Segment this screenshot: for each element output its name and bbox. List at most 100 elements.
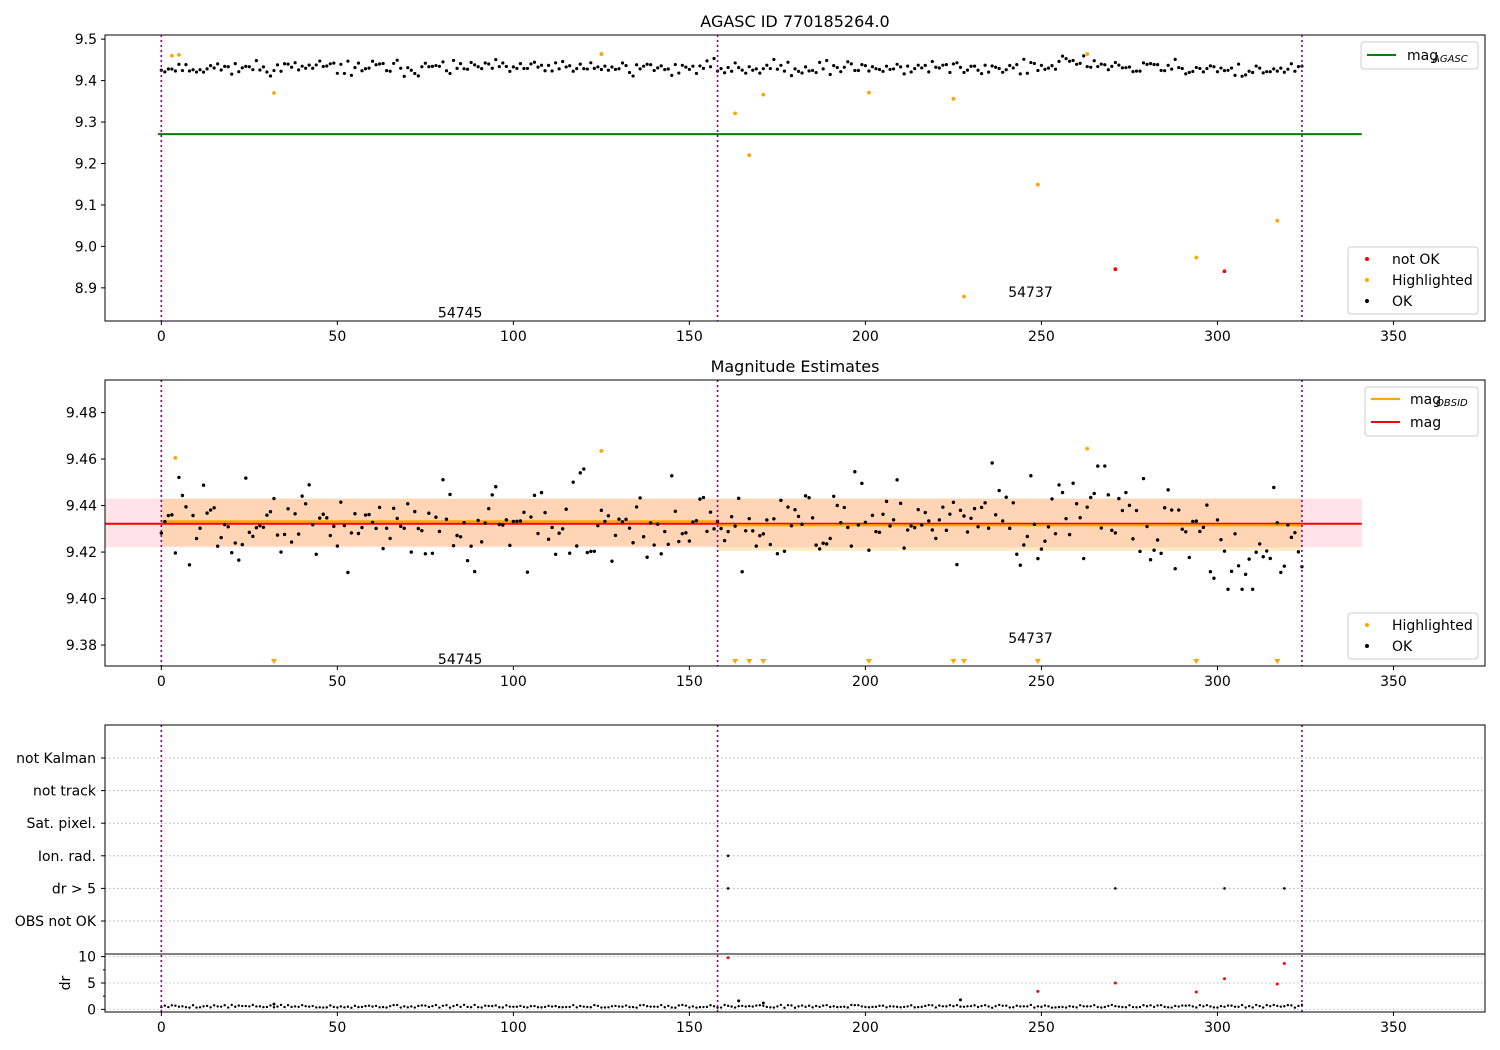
dr-point: [283, 1005, 286, 1009]
ok-point: [321, 64, 325, 69]
ok-point: [194, 70, 199, 74]
ok-point: [993, 513, 998, 517]
ok-point: [173, 69, 178, 73]
dr-point: [1156, 1004, 1159, 1007]
ok-point: [1092, 59, 1096, 63]
flag-point: [1283, 887, 1286, 890]
ok-point: [934, 65, 938, 69]
ok-point: [1071, 58, 1075, 63]
ok-point: [1240, 74, 1244, 78]
ok-point: [666, 542, 670, 546]
ok-point: [730, 69, 734, 73]
dr-point: [469, 1005, 473, 1009]
dr-point: [318, 1006, 321, 1009]
ok-point: [1127, 65, 1132, 69]
ok-point: [596, 523, 600, 528]
ok-point: [817, 547, 822, 551]
dr-point: [501, 1006, 505, 1009]
ok-point: [1286, 67, 1290, 71]
ok-point: [1152, 62, 1156, 67]
ok-point: [226, 65, 230, 69]
dr-point: [540, 1006, 543, 1009]
ok-point: [1113, 531, 1118, 535]
dr-point: [177, 1005, 181, 1008]
ok-point: [902, 72, 906, 76]
dr-point: [825, 1003, 828, 1007]
dr-point: [498, 1006, 501, 1009]
dr-point: [765, 1005, 769, 1009]
ok-point: [786, 505, 790, 509]
ok-point: [564, 507, 568, 511]
dr-point: [237, 1004, 240, 1007]
ok-point: [332, 61, 336, 65]
flag-point: [726, 854, 730, 858]
ok-point: [177, 62, 181, 66]
dr-point: [976, 1005, 980, 1009]
ok-point: [479, 540, 484, 544]
ok-point: [888, 67, 892, 72]
ok-point: [275, 533, 280, 537]
ok-point: [937, 518, 942, 522]
ok-point: [867, 69, 871, 73]
dr-point: [1015, 1004, 1018, 1007]
ok-point: [610, 559, 614, 563]
dr-point: [586, 1005, 589, 1009]
ok-point: [392, 61, 396, 66]
ok-point: [962, 70, 966, 75]
ok-point: [532, 493, 537, 498]
panel-1-frame: [104, 34, 1486, 322]
ok-point: [490, 493, 494, 497]
ok-point: [184, 63, 188, 67]
ok-point: [1145, 524, 1149, 529]
ok-point: [198, 526, 202, 530]
dr-point: [628, 1005, 631, 1009]
ok-point: [1177, 508, 1181, 512]
ok-point: [1282, 70, 1286, 74]
ok-point: [1085, 64, 1089, 69]
ok-point: [1279, 570, 1283, 575]
dr-point: [663, 1006, 666, 1009]
ok-point: [1191, 519, 1195, 524]
ok-point: [811, 68, 815, 73]
x-tick-label: 150: [676, 329, 703, 345]
ok-point: [321, 512, 325, 516]
dr-point: [621, 1005, 624, 1008]
ok-point: [624, 517, 628, 522]
dr-point: [1040, 1005, 1043, 1009]
ok-point: [564, 65, 568, 69]
dr-point: [1138, 1005, 1142, 1009]
dr-point: [191, 1004, 195, 1007]
dr-point: [1107, 1004, 1110, 1008]
ok-point: [1138, 549, 1142, 554]
ok-point: [311, 66, 315, 70]
dr-point: [550, 1005, 554, 1008]
ok-point: [1219, 66, 1223, 70]
ok-point: [863, 64, 868, 68]
flag-category-label: dr > 5: [52, 881, 96, 897]
dr-point: [733, 1006, 737, 1009]
ok-point: [589, 549, 593, 554]
ok-point: [1198, 66, 1202, 71]
ok-point: [1046, 525, 1051, 529]
dr-point: [617, 1005, 621, 1008]
ok-point: [698, 64, 702, 68]
ok-point: [1187, 555, 1191, 560]
ok-point: [1089, 495, 1093, 500]
ok-point: [522, 66, 526, 71]
dr-point: [853, 1003, 857, 1007]
ok-point: [997, 488, 1001, 493]
ok-point: [483, 521, 487, 525]
ok-point: [258, 523, 262, 528]
dr-point: [1057, 1005, 1061, 1009]
ok-point: [1219, 537, 1223, 542]
dr-point: [1019, 1005, 1022, 1008]
ok-point: [458, 62, 463, 66]
ok-point: [1106, 68, 1110, 72]
ok-point: [965, 530, 970, 534]
ok-point: [814, 70, 818, 75]
ok-point: [1011, 501, 1015, 505]
ok-point: [620, 61, 625, 65]
ok-point: [187, 563, 192, 567]
ok-point: [832, 494, 836, 498]
